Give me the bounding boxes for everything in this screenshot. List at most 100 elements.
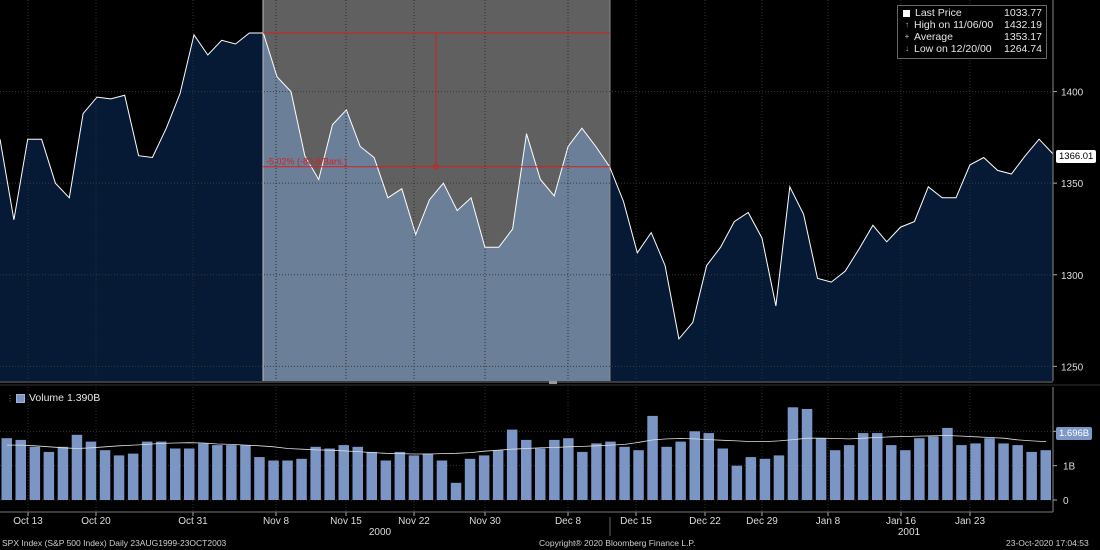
x-tick-label: Nov 30 [469, 516, 501, 527]
volume-bar [843, 445, 855, 500]
x-tick-label: Oct 31 [178, 516, 208, 527]
volume-bar [422, 453, 434, 500]
volume-bar [900, 450, 911, 500]
volume-bar [464, 458, 476, 500]
x-tick-label: Oct 13 [13, 516, 43, 527]
x-tick-label: Oct 20 [81, 516, 111, 527]
panel-divider [0, 384, 1100, 386]
volume-bar [731, 465, 743, 500]
volume-bar [605, 441, 616, 500]
volume-bar [521, 439, 532, 500]
x-tick-label: Nov 8 [263, 516, 290, 527]
volume-legend: ⋮ Volume 1.390B [6, 392, 100, 404]
volume-bar [815, 438, 827, 500]
last-price-label: Last Price [915, 7, 962, 19]
x-tick-label: Dec 15 [620, 516, 652, 527]
price-line [0, 32, 1054, 341]
volume-bar [647, 415, 658, 500]
volume-bar [450, 482, 462, 500]
volume-bar [282, 460, 293, 500]
price-y-tick-label: 1250 [1061, 362, 1084, 373]
volume-bar [127, 453, 139, 500]
measure-label: -5.02% (-80.6/Bars.) [266, 157, 347, 167]
volume-bar [506, 429, 518, 500]
volume-bar [29, 446, 41, 500]
volume-bar [57, 446, 69, 500]
x-tick-label: Jan 8 [816, 516, 841, 527]
measure-marker [433, 163, 439, 170]
volume-bar [829, 450, 841, 500]
volume-bar [226, 445, 237, 500]
volume-bar [956, 445, 967, 500]
volume-bar [970, 443, 981, 500]
price-y-tick-label: 1350 [1061, 179, 1084, 190]
volume-bar [240, 445, 251, 500]
volume-bar [478, 455, 490, 500]
volume-y-tick-label: 0 [1063, 496, 1069, 507]
volume-bar [408, 455, 420, 500]
high-label: High on 11/06/00 [914, 19, 994, 31]
drag-handle-icon[interactable]: ⋮ [6, 393, 14, 403]
volume-bar [928, 436, 939, 500]
footer-copyright: Copyright® 2020 Bloomberg Finance L.P. [539, 538, 696, 548]
volume-bar [1, 438, 12, 500]
volume-bar [198, 443, 209, 500]
volume-bar [394, 451, 406, 500]
volume-bar [759, 458, 771, 500]
high-value: 1432.19 [1004, 19, 1042, 31]
x-tick-label: Dec 8 [555, 516, 582, 527]
volume-bar [436, 460, 448, 500]
volume-bar [535, 448, 546, 500]
price-legend: Last Price 1033.77 ↑ High on 11/06/00 1432.… [897, 5, 1047, 59]
year-label-2001: 2001 [898, 527, 921, 538]
volume-bar [85, 441, 97, 500]
x-tick-label: Dec 22 [689, 516, 721, 527]
average-label: Average [914, 31, 953, 43]
volume-bar [661, 446, 672, 500]
x-tick-label: Jan 23 [955, 516, 985, 527]
volume-bar [268, 460, 279, 500]
volume-bar [380, 460, 392, 500]
year-label-2000: 2000 [369, 527, 392, 538]
volume-bar [675, 441, 686, 500]
volume-moving-average [7, 435, 1047, 455]
volume-bar [886, 445, 897, 500]
price-y-tick-label: 1300 [1061, 271, 1084, 282]
volume-bar [492, 450, 504, 500]
volume-bar [366, 451, 377, 500]
volume-bar [113, 455, 125, 500]
volume-bar [717, 448, 728, 500]
footer-ticker-info: SPX Index (S&P 500 Index) Daily 23AUG199… [2, 538, 227, 548]
volume-last-badge: 1.696B [1056, 427, 1093, 440]
volume-bar [549, 439, 560, 500]
volume-bar [942, 427, 953, 500]
volume-y-tick-label: 1B [1063, 462, 1076, 473]
volume-bar [577, 451, 588, 500]
average-value: 1353.17 [1004, 31, 1042, 43]
volume-bar [71, 434, 83, 500]
volume-bar [99, 450, 111, 500]
x-tick-label: Dec 29 [746, 516, 778, 527]
volume-legend-label: Volume 1.390B [29, 392, 101, 404]
low-value: 1264.74 [1004, 43, 1042, 55]
volume-bar [619, 446, 630, 500]
last-price-value: 1033.77 [1004, 7, 1042, 19]
volume-bar [324, 448, 335, 500]
volume-bar [184, 448, 195, 500]
last-price-square-icon [903, 9, 910, 17]
volume-bar [914, 438, 925, 500]
high-arrow-icon: ↑ [905, 20, 909, 29]
volume-swatch-icon [16, 393, 25, 403]
volume-bar [872, 433, 883, 500]
volume-bar [857, 433, 869, 500]
volume-bar [170, 448, 181, 500]
volume-bar [1026, 451, 1037, 500]
volume-bar [1012, 445, 1023, 500]
x-tick-label: Nov 15 [330, 516, 362, 527]
volume-bar [703, 433, 714, 500]
scroll-handle [549, 381, 557, 384]
volume-bar [15, 439, 26, 500]
last-price-badge: 1366.01 [1056, 150, 1097, 163]
volume-bar [591, 443, 602, 500]
